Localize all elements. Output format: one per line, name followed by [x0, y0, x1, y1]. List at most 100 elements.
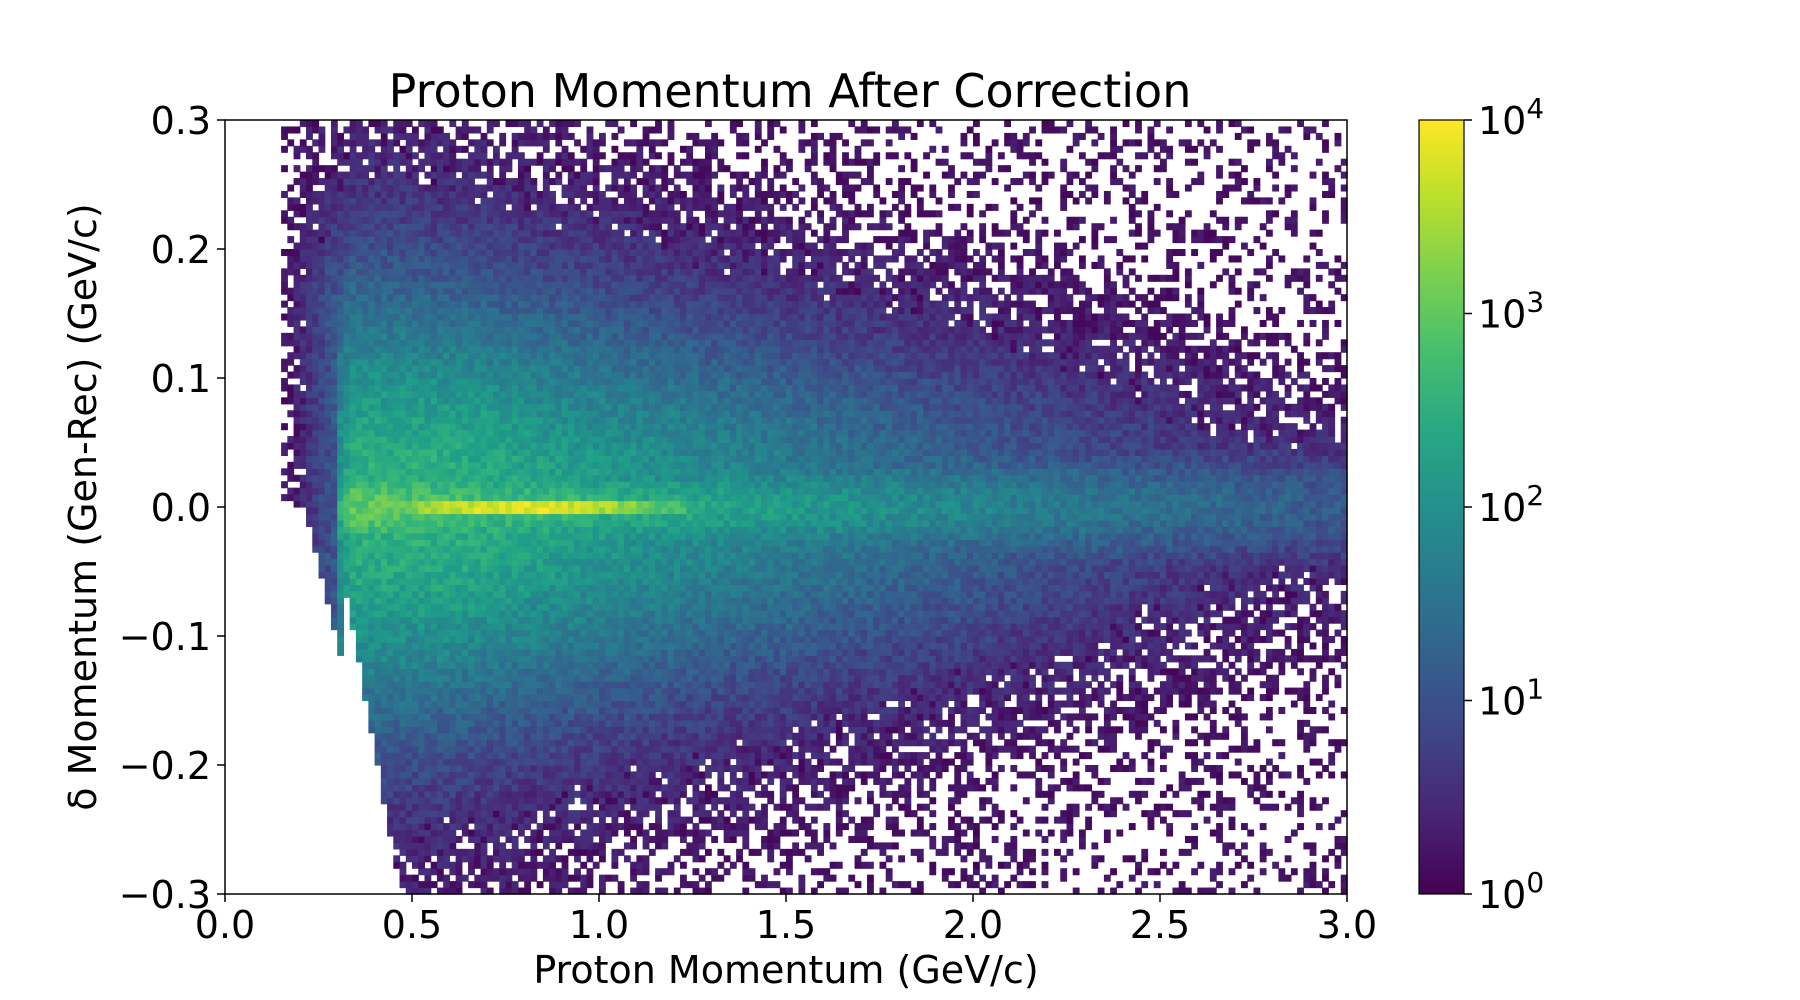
heatmap-cell — [536, 700, 544, 708]
heatmap-cell — [480, 274, 488, 282]
heatmap-cell — [299, 313, 307, 321]
heatmap-cell — [461, 397, 469, 405]
heatmap-cell — [393, 229, 401, 237]
heatmap-cell — [374, 500, 382, 508]
heatmap-cell — [505, 390, 513, 398]
heatmap-cell — [436, 423, 444, 431]
heatmap-cell — [474, 507, 482, 515]
heatmap-cell — [424, 681, 432, 689]
heatmap-cell — [318, 139, 326, 147]
heatmap-cell — [549, 648, 556, 656]
heatmap-cell — [449, 719, 457, 727]
heatmap-cell — [380, 590, 388, 598]
heatmap-cell — [574, 365, 581, 373]
heatmap-cell — [580, 242, 588, 250]
heatmap-cell — [418, 481, 426, 489]
heatmap-cell — [430, 171, 438, 179]
heatmap-cell — [436, 152, 444, 160]
heatmap-cell — [387, 629, 394, 637]
heatmap-cell — [493, 281, 500, 289]
heatmap-cell — [293, 268, 301, 276]
heatmap-cell — [530, 835, 538, 843]
heatmap-cell — [412, 300, 419, 308]
heatmap-cell — [461, 120, 469, 128]
heatmap-cell — [387, 332, 394, 340]
heatmap-cell — [312, 519, 320, 527]
heatmap-cell — [505, 184, 513, 192]
heatmap-cell — [480, 526, 488, 534]
heatmap-cell — [430, 765, 438, 773]
heatmap-cell — [511, 648, 519, 656]
heatmap-cell — [536, 158, 544, 166]
heatmap-cell — [443, 378, 450, 386]
heatmap-cell — [480, 190, 488, 198]
heatmap-cell — [567, 442, 575, 450]
heatmap-cell — [374, 197, 382, 205]
heatmap-cell — [493, 203, 500, 211]
heatmap-cell — [555, 300, 563, 308]
heatmap-cell — [337, 378, 345, 386]
heatmap-cell — [561, 365, 569, 373]
heatmap-cell — [499, 210, 507, 218]
heatmap-cell — [368, 371, 376, 379]
heatmap-cell — [374, 526, 382, 534]
heatmap-cell — [567, 268, 575, 276]
heatmap-cell — [412, 216, 419, 224]
heatmap-cell — [567, 294, 575, 302]
heatmap-cell — [480, 223, 488, 231]
heatmap-cell — [318, 352, 326, 360]
heatmap-cell — [430, 784, 438, 792]
heatmap-cell — [580, 294, 588, 302]
heatmap-cell — [418, 623, 426, 631]
heatmap-cell — [474, 307, 482, 315]
heatmap-cell — [368, 339, 376, 347]
heatmap-cell — [430, 706, 438, 714]
heatmap-cell — [505, 713, 513, 721]
heatmap-cell — [555, 616, 563, 624]
heatmap-cell — [430, 803, 438, 811]
heatmap-cell — [343, 332, 351, 340]
heatmap-cell — [555, 507, 563, 515]
heatmap-cell — [337, 132, 345, 140]
heatmap-cell — [455, 326, 463, 334]
heatmap-cell — [418, 403, 426, 411]
heatmap-cell — [312, 287, 320, 295]
heatmap-cell — [393, 519, 401, 527]
heatmap-cell — [549, 242, 556, 250]
heatmap-cell — [436, 468, 444, 476]
heatmap-cell — [405, 139, 413, 147]
heatmap-cell — [461, 339, 469, 347]
heatmap-cell — [567, 416, 575, 424]
heatmap-cell — [511, 494, 519, 502]
heatmap-cell — [449, 674, 457, 682]
heatmap-cell — [443, 713, 450, 721]
heatmap-cell — [355, 648, 363, 656]
heatmap-cell — [343, 545, 351, 553]
heatmap-cell — [542, 281, 550, 289]
heatmap-cell — [418, 545, 426, 553]
heatmap-cell — [580, 416, 588, 424]
heatmap-cell — [524, 300, 532, 308]
heatmap-cell — [455, 461, 463, 469]
heatmap-cell — [542, 713, 550, 721]
heatmap-cell — [355, 423, 363, 431]
heatmap-cell — [542, 448, 550, 456]
heatmap-cell — [418, 558, 426, 566]
heatmap-cell — [574, 352, 581, 360]
heatmap-cell — [405, 577, 413, 585]
heatmap-cell — [399, 700, 407, 708]
heatmap-cell — [499, 390, 507, 398]
heatmap-cell — [337, 339, 345, 347]
heatmap-cell — [530, 674, 538, 682]
heatmap-cell — [399, 797, 407, 805]
heatmap-cell — [399, 236, 407, 244]
heatmap-cell — [355, 294, 363, 302]
heatmap-cell — [586, 797, 594, 805]
heatmap-cell — [424, 390, 432, 398]
heatmap-cell — [374, 545, 382, 553]
heatmap-cell — [312, 332, 320, 340]
heatmap-cell — [455, 268, 463, 276]
heatmap-cell — [418, 197, 426, 205]
heatmap-cell — [499, 345, 507, 353]
heatmap-cell — [337, 481, 345, 489]
